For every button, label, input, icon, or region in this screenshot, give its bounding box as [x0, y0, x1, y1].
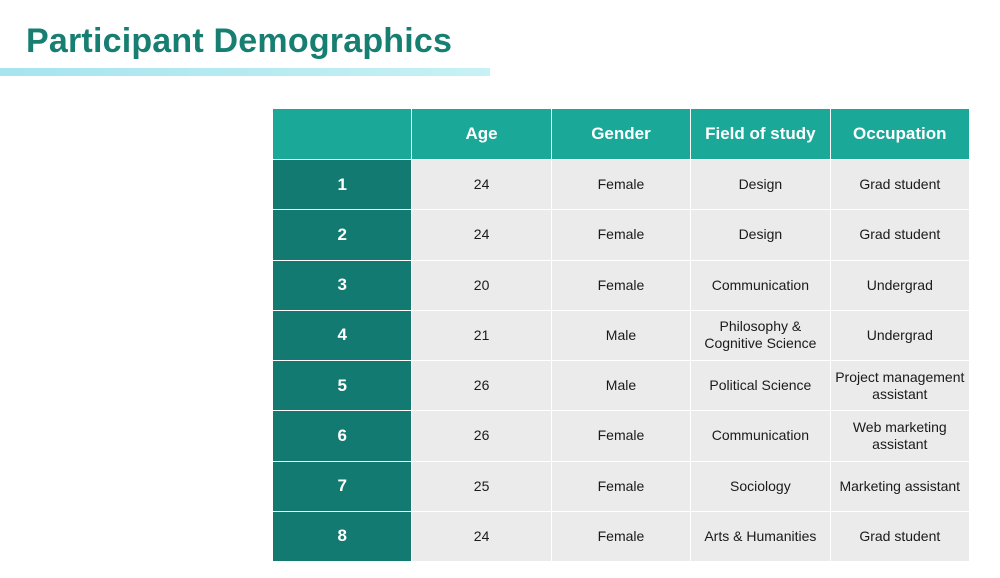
header-age: Age — [411, 108, 552, 160]
table-row: 8 24 Female Arts & Humanities Grad stude… — [271, 510, 971, 563]
row-number: 2 — [271, 209, 413, 261]
row-number: 7 — [271, 460, 413, 512]
age-cell: 26 — [411, 410, 552, 462]
field-cell: Design — [690, 158, 831, 211]
page-title: Participant Demographics — [26, 22, 453, 60]
table-body: 1 24 Female Design Grad student 2 24 Fem… — [271, 158, 971, 563]
age-cell: 24 — [411, 510, 552, 563]
occupation-cell: Marketing assistant — [829, 460, 971, 512]
table-row: 5 26 Male Political Science Project mana… — [271, 359, 971, 412]
gender-cell: Female — [550, 510, 692, 563]
gender-cell: Female — [550, 259, 692, 311]
age-cell: 24 — [411, 158, 552, 211]
gender-cell: Female — [550, 410, 692, 462]
field-cell: Philosophy & Cognitive Science — [690, 309, 831, 362]
header-row: Age Gender Field of study Occupation — [271, 108, 971, 160]
occupation-cell: Undergrad — [829, 259, 971, 311]
gender-cell: Male — [550, 309, 692, 362]
row-number: 1 — [271, 158, 413, 211]
field-cell: Arts & Humanities — [690, 510, 831, 563]
gender-cell: Female — [550, 158, 692, 211]
table-row: 3 20 Female Communication Undergrad — [271, 259, 971, 311]
age-cell: 24 — [411, 209, 552, 261]
age-cell: 25 — [411, 460, 552, 512]
occupation-cell: Grad student — [829, 209, 971, 261]
row-number: 8 — [271, 510, 413, 563]
header-corner — [271, 108, 413, 160]
table-row: 2 24 Female Design Grad student — [271, 209, 971, 261]
row-number: 3 — [271, 259, 413, 311]
occupation-cell: Grad student — [829, 158, 971, 211]
row-number: 4 — [271, 309, 413, 362]
age-cell: 21 — [411, 309, 552, 362]
table-row: 7 25 Female Sociology Marketing assistan… — [271, 460, 971, 512]
row-number: 6 — [271, 410, 413, 462]
row-number: 5 — [271, 359, 413, 412]
demographics-table: Age Gender Field of study Occupation 1 2… — [271, 108, 971, 563]
header-field-of-study: Field of study — [690, 108, 831, 160]
field-cell: Design — [690, 209, 831, 261]
age-cell: 26 — [411, 359, 552, 412]
field-cell: Sociology — [690, 460, 831, 512]
occupation-cell: Undergrad — [829, 309, 971, 362]
occupation-cell: Project management assistant — [829, 359, 971, 412]
occupation-cell: Web marketing assistant — [829, 410, 971, 462]
field-cell: Communication — [690, 259, 831, 311]
field-cell: Communication — [690, 410, 831, 462]
age-cell: 20 — [411, 259, 552, 311]
title-underline — [0, 68, 490, 76]
field-cell: Political Science — [690, 359, 831, 412]
gender-cell: Female — [550, 209, 692, 261]
header-occupation: Occupation — [829, 108, 971, 160]
gender-cell: Female — [550, 460, 692, 512]
header-gender: Gender — [550, 108, 692, 160]
table-row: 6 26 Female Communication Web marketing … — [271, 410, 971, 462]
table-row: 4 21 Male Philosophy & Cognitive Science… — [271, 309, 971, 362]
occupation-cell: Grad student — [829, 510, 971, 563]
table-header: Age Gender Field of study Occupation — [271, 108, 971, 160]
gender-cell: Male — [550, 359, 692, 412]
table-row: 1 24 Female Design Grad student — [271, 158, 971, 211]
